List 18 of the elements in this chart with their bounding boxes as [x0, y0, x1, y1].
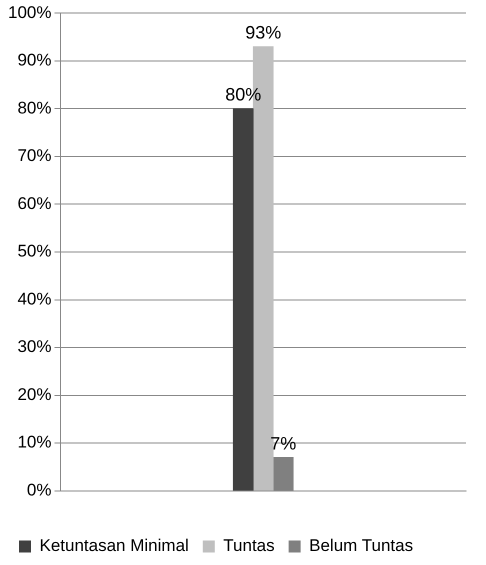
y-tick-label: 70%: [17, 146, 52, 166]
data-label: 93%: [245, 22, 282, 43]
legend-label: Belum Tuntas: [309, 536, 414, 556]
y-tick-label: 20%: [17, 384, 52, 404]
y-tick-label: 0%: [26, 480, 52, 500]
data-label: 7%: [270, 433, 296, 454]
legend-label: Tuntas: [223, 536, 275, 556]
y-tick-label: 90%: [17, 50, 52, 70]
y-tick-label: 30%: [17, 337, 52, 356]
bar: [232, 108, 254, 491]
y-tick-label: 10%: [17, 432, 52, 452]
y-tick-label: 60%: [17, 194, 52, 213]
y-tick-label: 80%: [17, 98, 52, 118]
y-tick-label: 100%: [8, 2, 52, 22]
y-tick-label: 50%: [17, 242, 52, 261]
data-label: 80%: [225, 84, 262, 105]
y-tick-label: 40%: [17, 289, 52, 308]
legend-label: Ketuntasan Minimal: [40, 536, 189, 556]
